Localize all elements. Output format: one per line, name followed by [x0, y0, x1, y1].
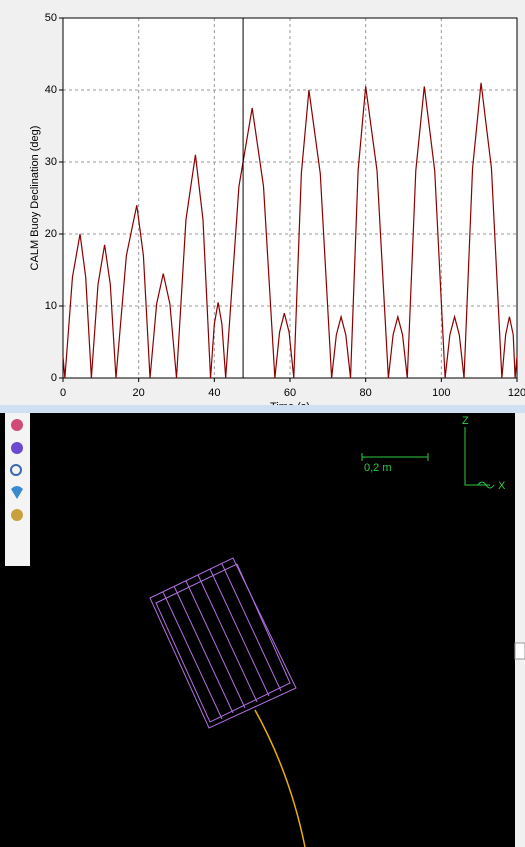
y-tick-label: 20 [45, 228, 57, 240]
rotate-icon[interactable] [11, 419, 23, 431]
axis-x-label: X [498, 480, 506, 492]
y-tick-label: 10 [45, 300, 57, 312]
cable [255, 710, 305, 847]
page: {"chart_data":{"type":"line","y_label":"… [0, 0, 525, 847]
x-tick-label: 80 [360, 387, 372, 399]
splitter[interactable] [0, 405, 525, 413]
y-tick-label: 0 [51, 372, 57, 384]
chart-panel: CALM Buoy Declination (deg) Time (s) 010… [0, 0, 525, 412]
x-tick-label: 120 [508, 387, 525, 399]
x-tick-label: 0 [60, 387, 66, 399]
y-axis-label: CALM Buoy Declination (deg) [29, 126, 41, 271]
x-tick-label: 20 [133, 387, 145, 399]
axis-triad [465, 427, 490, 485]
scale-label: 0,2 m [364, 462, 392, 474]
buoy [150, 558, 296, 728]
y-tick-label: 30 [45, 156, 57, 168]
3d-view: 0,2 m Z X [0, 413, 525, 847]
scroll-thumb[interactable] [515, 643, 525, 659]
x-tick-label: 60 [284, 387, 296, 399]
axis-z-label: Z [462, 415, 469, 427]
x-tick-label: 40 [208, 387, 220, 399]
y-tick-label: 40 [45, 84, 57, 96]
pan-icon[interactable] [11, 442, 23, 454]
x-tick-label: 100 [432, 387, 450, 399]
y-tick-label: 50 [45, 12, 57, 24]
scrollbar[interactable] [515, 413, 525, 847]
eye-icon[interactable] [11, 509, 23, 521]
